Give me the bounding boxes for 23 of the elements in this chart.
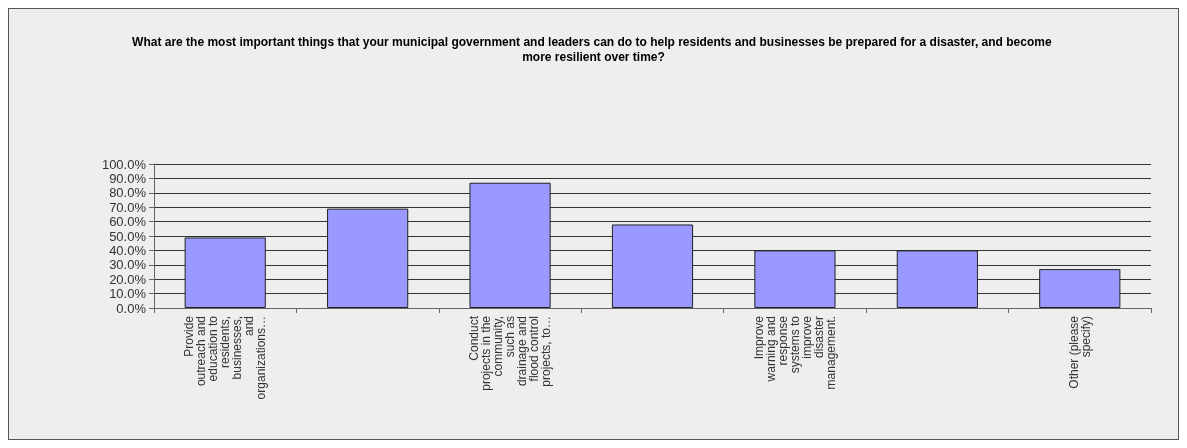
bar bbox=[469, 182, 551, 308]
bar bbox=[184, 237, 266, 308]
y-tick-label: 10.0% bbox=[109, 286, 147, 302]
y-tick-label: 90.0% bbox=[109, 170, 147, 186]
y-tick-label: 30.0% bbox=[109, 257, 147, 273]
bar bbox=[754, 250, 836, 308]
y-tick-label: 50.0% bbox=[109, 228, 147, 244]
bar bbox=[611, 224, 694, 308]
x-tick-label: Improve warning and response systems to improve disaster management. bbox=[751, 315, 838, 390]
y-tick-label: 60.0% bbox=[109, 214, 147, 230]
y-tick-label: 0.0% bbox=[116, 300, 147, 316]
bar bbox=[896, 250, 978, 308]
x-tick-label: Other (please specify) bbox=[1066, 315, 1093, 389]
x-tick-label: Provide outreach and education to residents, businesses, and organizations… bbox=[182, 315, 269, 400]
x-tick-label: Conduct projects in the community, such as drainage and flood control projects, to… bbox=[467, 315, 554, 391]
y-tick-label: 40.0% bbox=[109, 242, 147, 258]
bar bbox=[327, 208, 409, 308]
y-tick-label: 80.0% bbox=[109, 185, 147, 201]
y-tick-label: 100.0% bbox=[101, 156, 147, 172]
y-tick-label: 70.0% bbox=[109, 199, 147, 215]
bar bbox=[1039, 269, 1121, 308]
y-tick-label: 20.0% bbox=[109, 271, 147, 287]
chart-title: What are the most important things that your municipal government and leaders can do to help residents and businesses be prepared for a disaster, and become more resilient over time? bbox=[132, 34, 1055, 64]
